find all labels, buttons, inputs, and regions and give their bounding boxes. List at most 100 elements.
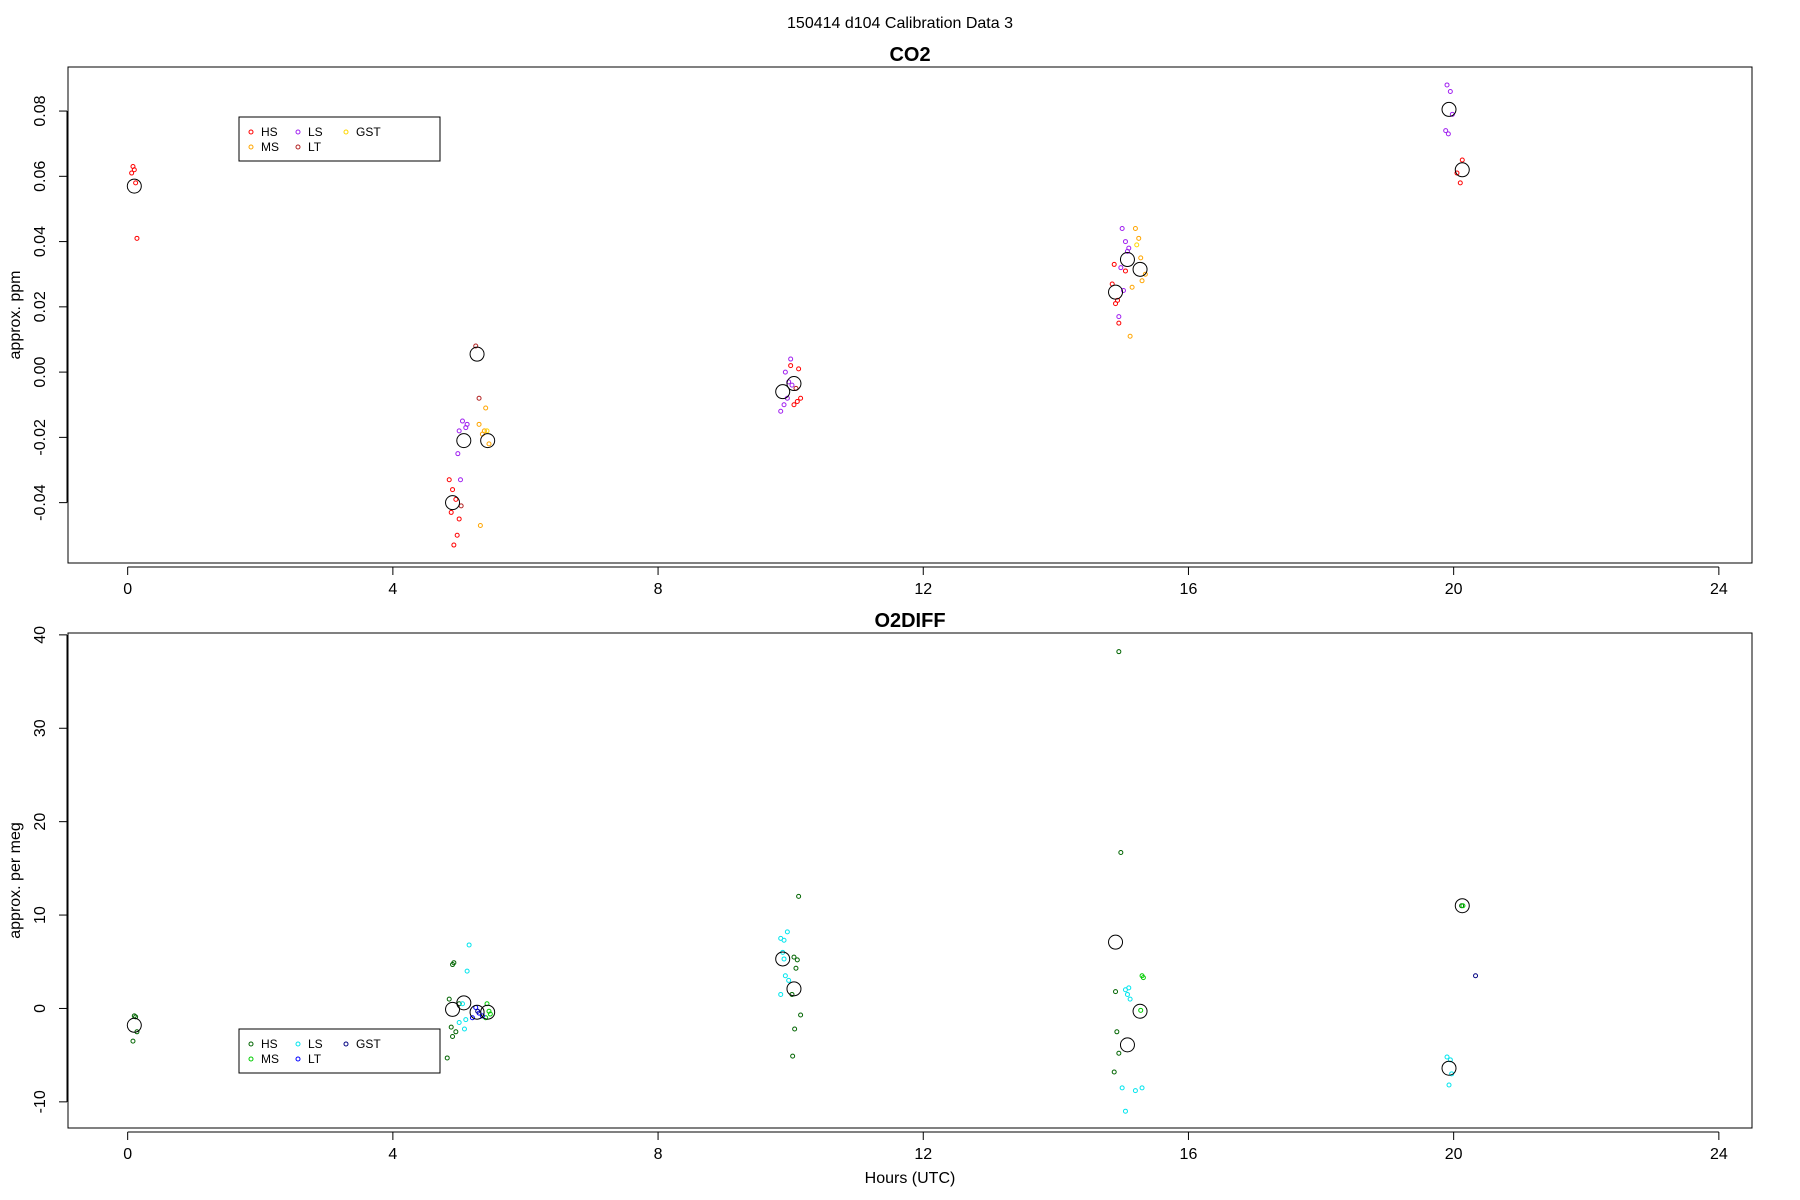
data-point xyxy=(1126,985,1132,991)
data-point xyxy=(483,405,489,411)
co2-panel: CO2 0 4 8 12 16 20 24 -0.04 -0.02 0.00 0.02 0.04 0.06… xyxy=(7,44,1753,598)
data-point xyxy=(1118,849,1124,855)
data-point xyxy=(448,1024,454,1030)
data-point xyxy=(457,477,463,483)
data-point xyxy=(1116,649,1122,655)
data-point xyxy=(479,1013,485,1019)
data-point xyxy=(463,1017,469,1023)
mean-point xyxy=(1132,1003,1148,1019)
data-point xyxy=(484,428,490,434)
data-point xyxy=(1116,1050,1122,1056)
data-point xyxy=(1457,180,1463,186)
y-tick-label: 0.00 xyxy=(32,356,49,387)
data-point xyxy=(791,954,797,960)
mean-point xyxy=(456,433,472,449)
mean-point xyxy=(469,1004,485,1020)
data-point xyxy=(798,395,804,401)
data-point xyxy=(1115,297,1121,303)
x-tick-label: 0 xyxy=(123,581,132,598)
data-point xyxy=(792,1026,798,1032)
legend-marker xyxy=(295,144,301,150)
legend-marker xyxy=(295,129,301,135)
legend-marker xyxy=(295,1056,301,1062)
data-point xyxy=(459,418,465,424)
data-point xyxy=(789,382,795,388)
data-point xyxy=(1124,991,1130,997)
data-point xyxy=(481,428,487,434)
mean-point xyxy=(1132,261,1148,277)
legend-label: MS xyxy=(261,1052,279,1066)
data-point xyxy=(796,893,802,899)
legend-label: LS xyxy=(308,1037,323,1051)
y-tick-label: 0.02 xyxy=(32,291,49,322)
data-point xyxy=(796,366,802,372)
data-point xyxy=(133,180,139,186)
data-point xyxy=(1119,226,1125,232)
data-point xyxy=(461,1026,467,1032)
y-axis-label: approx. per meg xyxy=(7,822,24,939)
data-point xyxy=(1122,1108,1128,1114)
data-point xyxy=(1447,88,1453,94)
y-tick-label: 0 xyxy=(32,1004,49,1013)
mean-point xyxy=(1441,101,1457,117)
y-tick-label: -0.04 xyxy=(32,484,49,521)
data-point xyxy=(1142,271,1148,277)
y-tick-label: 0.04 xyxy=(32,226,49,257)
data-point xyxy=(1119,1085,1125,1091)
mean-point xyxy=(1108,284,1124,300)
data-point xyxy=(451,960,457,966)
data-point xyxy=(1443,128,1449,134)
x-tick-label: 20 xyxy=(1445,581,1463,598)
data-point xyxy=(778,408,784,414)
data-point xyxy=(464,421,470,427)
data-point xyxy=(790,1053,796,1059)
data-point xyxy=(1444,82,1450,88)
data-point xyxy=(791,402,797,408)
x-tick-label: 16 xyxy=(1180,581,1198,598)
data-point xyxy=(781,402,787,408)
mean-point xyxy=(1119,252,1135,268)
legend-marker xyxy=(248,1056,254,1062)
mean-point xyxy=(445,495,461,511)
data-point xyxy=(1473,973,1479,979)
data-point xyxy=(456,428,462,434)
x-tick-label: 8 xyxy=(654,1146,663,1163)
data-point xyxy=(1127,996,1133,1002)
data-point xyxy=(1111,1069,1117,1075)
x-tick-label: 20 xyxy=(1445,1146,1463,1163)
o2diff-panel: O2DIFF 0 4 8 12 16 20 24 -10 0 10 20 30 40 approx. per… xyxy=(7,610,1753,1187)
data-point xyxy=(1122,239,1128,245)
x-tick-label: 16 xyxy=(1180,1146,1198,1163)
data-point xyxy=(450,487,456,493)
data-point xyxy=(131,167,137,173)
data-point xyxy=(1446,1082,1452,1088)
data-point xyxy=(1138,255,1144,261)
mean-point xyxy=(775,951,791,967)
data-point xyxy=(446,996,452,1002)
data-point xyxy=(1122,268,1128,274)
legend-label: GST xyxy=(356,1037,381,1051)
mean-point xyxy=(126,1017,142,1033)
data-point xyxy=(484,1001,490,1007)
mean-point xyxy=(1119,1037,1135,1053)
data-point xyxy=(1111,261,1117,267)
data-point xyxy=(1120,288,1126,294)
data-point xyxy=(1460,903,1466,909)
data-point xyxy=(1132,226,1138,232)
data-point xyxy=(469,1015,475,1021)
mean-point xyxy=(480,1004,496,1020)
data-point xyxy=(1124,248,1130,254)
data-point xyxy=(1116,320,1122,326)
legend-marker xyxy=(248,144,254,150)
data-point xyxy=(1138,1007,1144,1013)
data-point xyxy=(454,532,460,538)
data-point xyxy=(448,509,454,515)
y-axis-label: approx. ppm xyxy=(7,271,24,360)
data-point xyxy=(473,343,479,349)
legend-marker xyxy=(248,1041,254,1047)
data-point xyxy=(782,369,788,375)
data-point xyxy=(476,421,482,427)
legend-label: HS xyxy=(261,1037,278,1051)
